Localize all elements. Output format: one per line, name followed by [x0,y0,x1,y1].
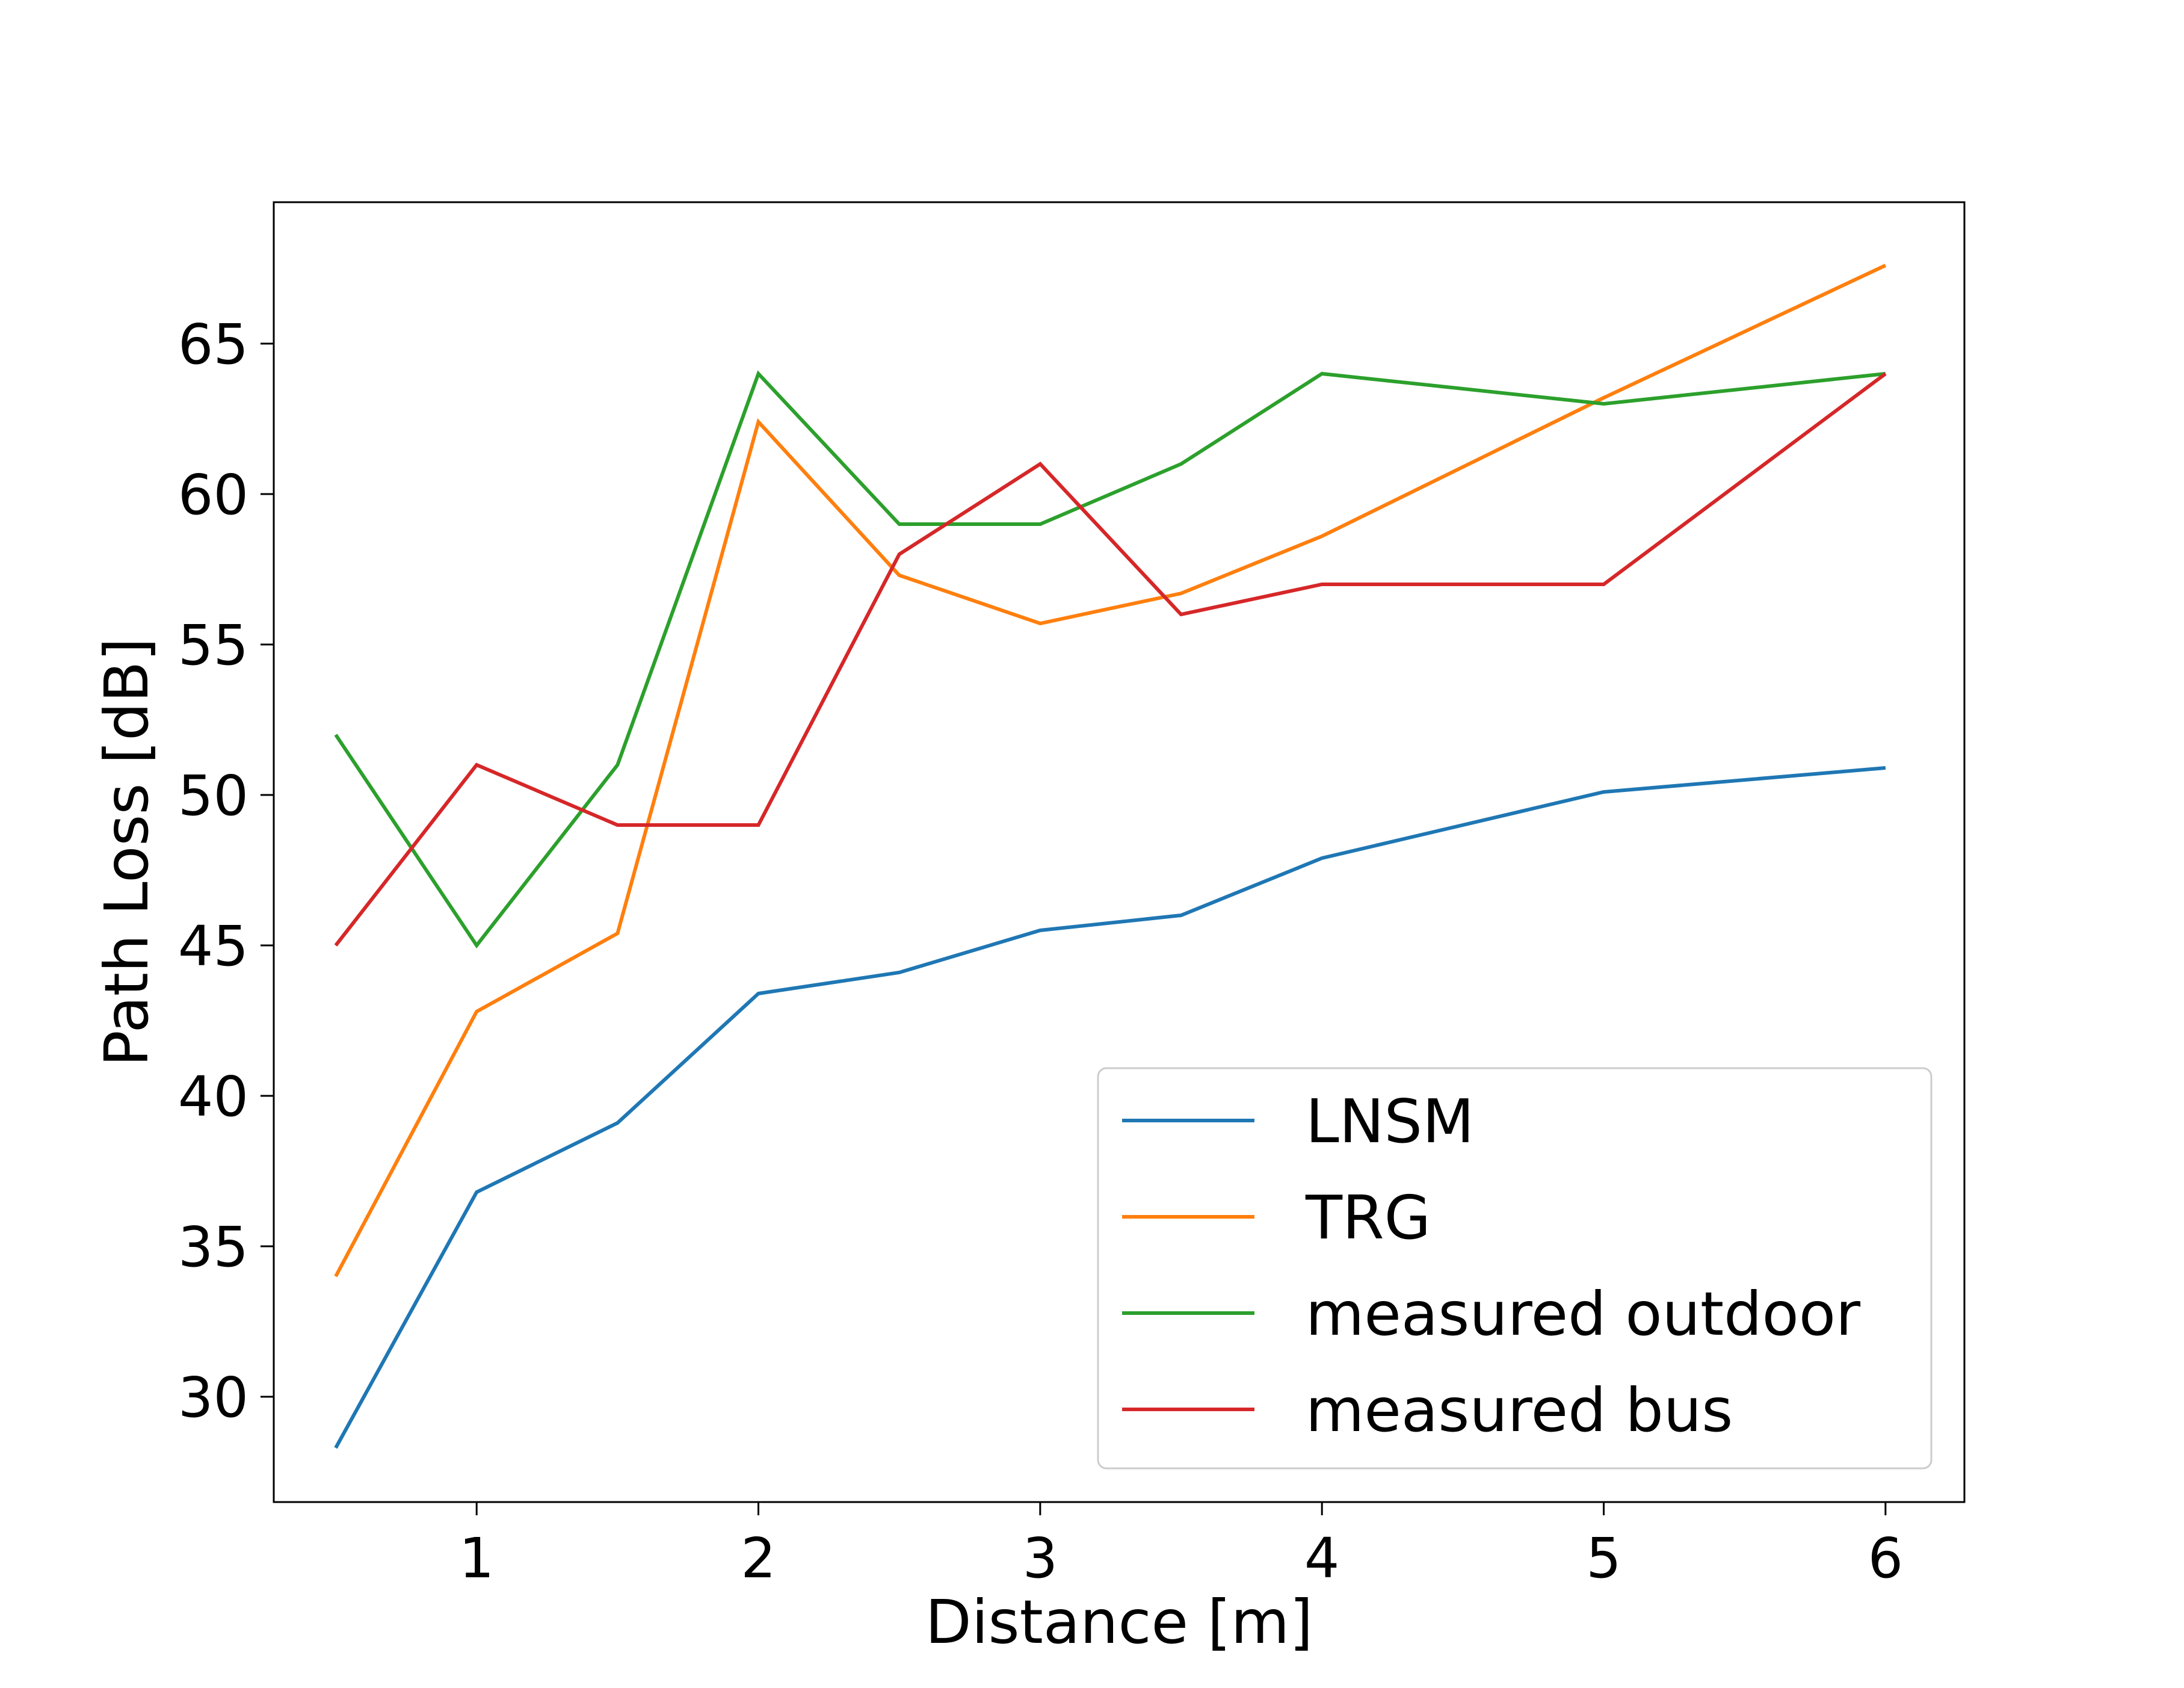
x-tick-label: 2 [741,1526,776,1591]
legend-label: TRG [1305,1183,1431,1253]
legend: LNSM TRG measured outdoor measured bus [1097,1067,1933,1470]
series-line-lnsm [334,766,1886,1449]
plot-area-frame [273,201,1966,1503]
y-tick-label: 50 [178,764,248,828]
y-axis-ticks: 30 35 40 45 50 55 60 65 [178,312,274,1430]
series-layer [334,264,1887,1449]
legend-label: measured outdoor [1306,1279,1861,1349]
x-tick-label: 3 [1023,1526,1058,1591]
x-axis-label: Distance [m] [925,1587,1313,1657]
y-tick-label: 55 [178,613,248,678]
legend-label: measured bus [1306,1375,1733,1445]
y-tick-label: 60 [178,463,248,527]
legend-box [1097,1067,1933,1470]
y-axis-label: Path Loss [dB] [91,638,162,1067]
legend-label: LNSM [1306,1086,1474,1157]
x-tick-label: 5 [1586,1526,1621,1591]
x-tick-label: 4 [1304,1526,1340,1591]
x-tick-label: 6 [1868,1526,1904,1591]
series-line-measured-outdoor [334,370,1886,949]
y-tick-label: 30 [178,1365,248,1430]
series-line-measured-bus [334,372,1887,947]
x-tick-label: 1 [459,1526,495,1591]
legend-entries: LNSM TRG measured outdoor measured bus [1122,1086,1861,1445]
y-tick-label: 45 [178,914,248,978]
y-tick-label: 65 [178,312,248,377]
x-axis-ticks: 1 2 3 4 5 6 [459,1502,1903,1591]
y-tick-label: 35 [178,1215,248,1279]
y-tick-label: 40 [178,1065,248,1129]
series-line-trg [334,264,1887,1278]
